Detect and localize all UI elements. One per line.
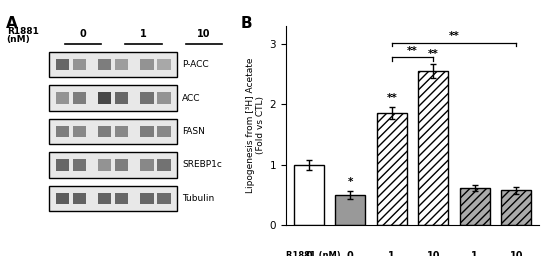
Bar <box>98 159 112 170</box>
Y-axis label: Lipogenesis from [³H] Acetate
(Fold vs CTL): Lipogenesis from [³H] Acetate (Fold vs C… <box>246 58 266 193</box>
Bar <box>336 195 365 225</box>
Bar <box>115 92 129 104</box>
Bar <box>56 193 69 204</box>
Bar <box>56 126 69 137</box>
Text: A: A <box>6 16 18 31</box>
Bar <box>98 59 112 70</box>
Bar <box>157 92 171 104</box>
Bar <box>501 190 531 225</box>
Bar <box>157 126 171 137</box>
Text: 1: 1 <box>388 251 395 256</box>
Bar <box>115 193 129 204</box>
Bar <box>73 159 86 170</box>
Bar <box>157 59 171 70</box>
Text: **: ** <box>407 46 418 56</box>
Text: (nM): (nM) <box>7 35 30 44</box>
Bar <box>98 92 112 104</box>
Bar <box>419 71 448 225</box>
Text: 0: 0 <box>80 28 86 39</box>
Bar <box>157 193 171 204</box>
Bar <box>49 152 177 178</box>
Bar <box>49 85 177 111</box>
Text: 10: 10 <box>509 251 523 256</box>
Text: 1: 1 <box>471 251 478 256</box>
Bar <box>98 193 112 204</box>
Bar <box>140 92 154 104</box>
Bar <box>115 126 129 137</box>
Text: B: B <box>240 16 252 31</box>
Bar <box>377 113 406 225</box>
Bar <box>73 92 86 104</box>
Bar <box>73 126 86 137</box>
Bar <box>115 59 129 70</box>
Bar <box>73 193 86 204</box>
Bar <box>56 59 69 70</box>
Text: *: * <box>348 177 353 187</box>
Text: P-ACC: P-ACC <box>182 60 209 69</box>
Bar <box>115 159 129 170</box>
Bar <box>460 188 490 225</box>
Text: 0: 0 <box>305 251 312 256</box>
Bar <box>140 59 154 70</box>
Bar <box>49 52 177 77</box>
Bar <box>49 186 177 211</box>
Text: **: ** <box>387 93 397 103</box>
Bar <box>157 159 171 170</box>
Bar <box>140 159 154 170</box>
Text: 1: 1 <box>140 28 147 39</box>
Text: 10: 10 <box>197 28 211 39</box>
Bar <box>140 126 154 137</box>
Text: ACC: ACC <box>182 93 201 103</box>
Text: R1881: R1881 <box>7 27 39 36</box>
Bar <box>56 92 69 104</box>
Text: **: ** <box>449 31 459 41</box>
Bar <box>49 119 177 144</box>
Text: **: ** <box>428 49 438 59</box>
Text: 0: 0 <box>347 251 354 256</box>
Bar <box>140 193 154 204</box>
Text: 10: 10 <box>426 251 440 256</box>
Text: SREBP1c: SREBP1c <box>182 160 222 169</box>
Text: R1881 (nM): R1881 (nM) <box>286 251 340 256</box>
Bar <box>98 126 112 137</box>
Text: FASN: FASN <box>182 127 205 136</box>
Bar <box>294 165 324 225</box>
Text: Tubulin: Tubulin <box>182 194 214 203</box>
Bar <box>73 59 86 70</box>
Bar <box>56 159 69 170</box>
